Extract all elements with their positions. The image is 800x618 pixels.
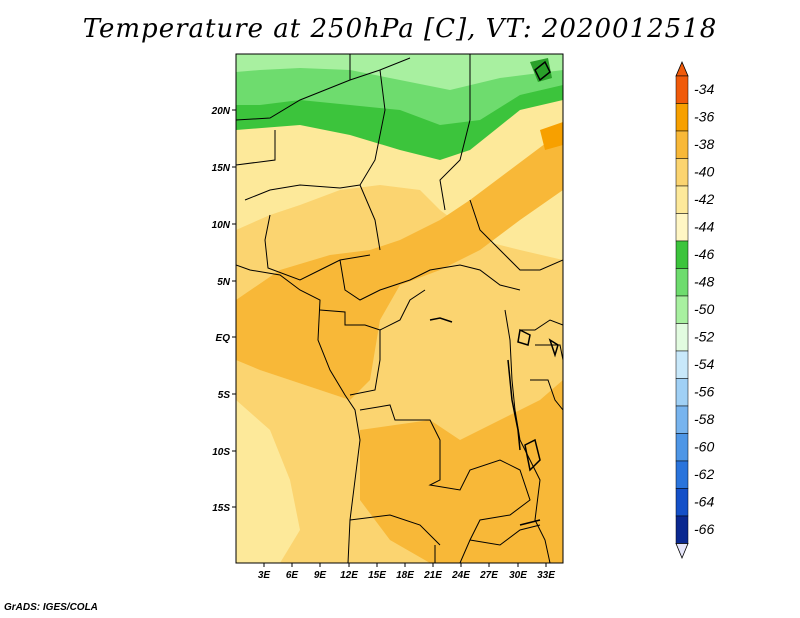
- colorbar-swatch-3: [675, 130, 689, 159]
- field-warm-band: [236, 130, 563, 400]
- lon-ticks: [263, 563, 547, 567]
- colorbar-label-1: -34: [694, 81, 714, 97]
- lat-label-5n: 5N: [217, 277, 231, 288]
- colorbar-label-17: -66: [694, 521, 714, 537]
- lat-ticks: [232, 109, 236, 508]
- lon-label-6e: 6E: [286, 570, 299, 581]
- lat-label-15n: 15N: [212, 163, 231, 174]
- colorbar-label-12: -56: [694, 384, 714, 400]
- lakes: [429, 60, 559, 526]
- lon-label-3e: 3E: [258, 570, 271, 581]
- country-borders: [236, 54, 563, 563]
- colorbar-label-10: -52: [694, 329, 714, 345]
- lon-label-9e: 9E: [314, 570, 327, 581]
- colorbar-bottom-triangle-icon: [675, 543, 689, 560]
- map-frame: [235, 53, 564, 564]
- colorbar-swatch-9: [675, 295, 689, 324]
- colorbar-swatch-2: [675, 103, 689, 132]
- colorbar-label-11: -54: [694, 356, 714, 372]
- lat-label-20n: 20N: [211, 106, 231, 117]
- colorbar-label-13: -58: [694, 411, 714, 427]
- colorbar-swatch-8: [675, 268, 689, 297]
- colorbar-swatch-15: [675, 460, 689, 489]
- colorbar-label-6: -44: [694, 219, 714, 235]
- field-warm-southeast: [360, 380, 563, 563]
- temperature-field: [236, 54, 563, 563]
- colorbar-swatch-10: [675, 323, 689, 352]
- lat-label-eq: EQ: [216, 333, 231, 344]
- colorbar-swatch-17: [675, 515, 689, 544]
- colorbar-top-triangle-icon: [675, 60, 689, 77]
- lon-label-15e: 15E: [368, 570, 386, 581]
- lon-label-30e: 30E: [509, 570, 527, 581]
- colorbar-swatch-1: [675, 75, 689, 104]
- colorbar-label-3: -38: [694, 136, 714, 152]
- colorbar-label-2: -36: [694, 109, 714, 125]
- lat-label-5s: 5S: [218, 390, 231, 401]
- colorbar-swatch-7: [675, 240, 689, 269]
- colorbar: -34 -36 -38 -40 -42 -44 -46 -48 -50 -52 …: [675, 60, 714, 560]
- colorbar-swatch-16: [675, 488, 689, 517]
- colorbar-swatch-11: [675, 350, 689, 379]
- colorbar-label-7: -46: [694, 246, 714, 262]
- lat-label-10n: 10N: [212, 220, 231, 231]
- colorbar-swatch-14: [675, 433, 689, 462]
- colorbar-label-9: -50: [694, 301, 714, 317]
- field-warm-spot: [540, 122, 563, 150]
- lat-label-15s: 15S: [212, 503, 230, 514]
- latitude-axis: 20N 15N 10N 5N EQ 5S 10S 15S: [211, 106, 236, 514]
- colorbar-swatch-12: [675, 378, 689, 407]
- lon-label-21e: 21E: [423, 570, 442, 581]
- lon-label-27e: 27E: [479, 570, 498, 581]
- colorbar-label-15: -62: [694, 466, 714, 482]
- colorbar-swatch-5: [675, 185, 689, 214]
- lon-label-12e: 12E: [340, 570, 358, 581]
- field-green-50: [236, 54, 563, 90]
- lat-label-10s: 10S: [212, 447, 230, 458]
- colorbar-label-4: -40: [694, 164, 714, 180]
- colorbar-swatch-4: [675, 158, 689, 187]
- field-congo-basin: [390, 290, 530, 420]
- colorbar-label-14: -60: [694, 439, 714, 455]
- lon-label-18e: 18E: [396, 570, 414, 581]
- lon-label-33e: 33E: [537, 570, 555, 581]
- colorbar-label-8: -48: [694, 274, 714, 290]
- colorbar-swatch-13: [675, 405, 689, 434]
- colorbar-label-16: -64: [694, 494, 714, 510]
- chart-title: Temperature at 250hPa [C], VT: 202001251…: [82, 14, 718, 44]
- colorbar-swatch-6: [675, 213, 689, 242]
- lon-label-24e: 24E: [451, 570, 470, 581]
- colorbar-label-5: -42: [694, 191, 714, 207]
- grads-credit: GrADS: IGES/COLA: [4, 602, 98, 613]
- field-pale-southwest: [236, 400, 300, 563]
- longitude-axis: 3E 6E 9E 12E 15E 18E 21E 24E 27E 30E 33E: [258, 563, 555, 581]
